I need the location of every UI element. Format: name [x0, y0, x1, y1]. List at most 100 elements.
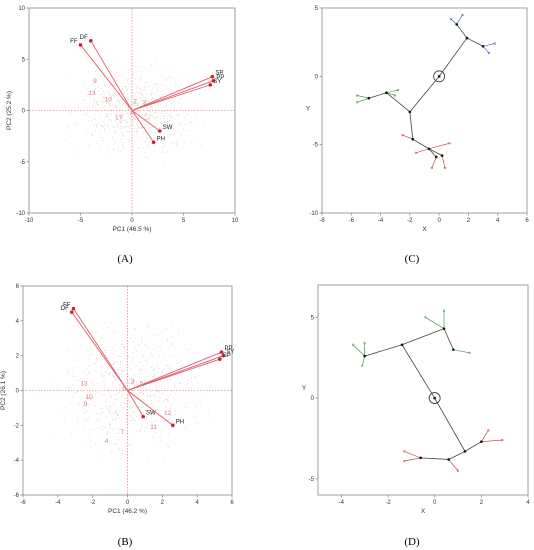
observation-point: [122, 102, 124, 104]
observation-point: [123, 119, 125, 121]
observation-point: [135, 111, 137, 113]
observation-point: [205, 101, 207, 103]
observation-point: [98, 130, 100, 132]
tree-leaf-tip: [355, 101, 359, 104]
observation-point: [159, 441, 161, 442]
observation-point: [92, 363, 94, 364]
observation-point: [173, 397, 174, 398]
observation-point: [98, 113, 100, 114]
tree-leaf-tip: [351, 343, 355, 346]
tree-node: [437, 75, 441, 78]
tree-leaf-edge: [386, 89, 399, 94]
y-axis-label: PC2 (26.1 %): [0, 371, 7, 410]
observation-point: [102, 426, 104, 427]
observation-point: [129, 368, 131, 370]
observation-point: [124, 370, 126, 372]
observation-point: [145, 156, 147, 158]
observation-point: [95, 79, 97, 81]
y-tick-label: 10: [18, 6, 25, 12]
observation-point: [171, 342, 173, 344]
observation-point: [175, 386, 177, 388]
observation-point: [121, 366, 123, 367]
observation-point: [171, 102, 172, 104]
observation-point: [131, 401, 133, 403]
observation-point: [95, 101, 97, 103]
observation-label: 13: [88, 90, 96, 97]
observation-point: [120, 361, 121, 363]
observation-point: [104, 153, 106, 155]
observation-point: [92, 329, 93, 331]
observation-point: [147, 395, 149, 397]
observation-point: [135, 107, 136, 109]
loading-vector-tip: [210, 74, 215, 79]
observation-point: [161, 83, 163, 85]
observation-point: [119, 104, 121, 106]
observation-point: [156, 95, 158, 97]
observation-point: [142, 115, 144, 117]
observation-point: [146, 108, 148, 110]
observation-point: [139, 128, 141, 129]
observation-point: [92, 410, 94, 412]
x-tick-label: -6: [20, 500, 26, 506]
observation-point: [117, 99, 119, 100]
observation-point: [69, 386, 71, 388]
observation-point: [130, 337, 132, 339]
observation-point: [170, 144, 172, 146]
tree-edge: [428, 148, 443, 156]
observation-point: [174, 410, 176, 412]
observation-point: [128, 375, 130, 377]
observation-point: [169, 114, 171, 116]
tree-leaf-edge: [386, 92, 396, 96]
loading-vector: [131, 110, 161, 132]
observation-point: [160, 437, 161, 438]
observation-point: [110, 118, 111, 120]
observation-point: [184, 406, 186, 407]
tree-leaf-tip: [430, 166, 433, 170]
observation-point: [134, 117, 136, 118]
observation-point: [94, 91, 95, 92]
observation-point: [119, 123, 121, 124]
observation-point: [141, 407, 143, 408]
observation-point: [95, 344, 97, 345]
observation-point: [122, 127, 124, 129]
y-tick-label: -4: [14, 458, 20, 464]
observation-point: [163, 116, 165, 118]
observation-point: [116, 408, 117, 410]
observation-point: [162, 455, 164, 457]
observation-point: [155, 84, 157, 85]
loading-vector: [90, 40, 133, 111]
observation-point: [115, 344, 116, 346]
observation-point: [128, 396, 130, 397]
observation-point: [133, 150, 135, 152]
observation-point: [125, 127, 126, 128]
observation-point: [183, 89, 185, 90]
observation-point: [117, 368, 119, 370]
observation-point: [121, 408, 123, 410]
observation-point: [98, 86, 100, 88]
observation-point: [150, 333, 151, 335]
observation-point: [173, 71, 175, 73]
observation-point: [130, 69, 131, 70]
observation-point: [131, 117, 132, 118]
observation-point: [127, 121, 129, 122]
observation-point: [160, 117, 162, 119]
observation-point: [123, 135, 125, 137]
observation-point: [128, 132, 130, 133]
x-tick-label: 6: [525, 218, 529, 224]
observation-point: [127, 126, 128, 128]
observation-point: [78, 402, 80, 404]
observation-point: [72, 384, 74, 386]
observation-point: [94, 405, 96, 407]
observation-point: [129, 414, 131, 416]
y-tick-label: -5: [20, 160, 26, 166]
observation-point: [134, 375, 136, 377]
observation-point: [126, 374, 128, 376]
observation-point: [187, 401, 188, 403]
observation-point: [140, 88, 142, 90]
observation-point: [98, 404, 100, 406]
observation-point: [119, 373, 121, 375]
observation-point: [164, 123, 166, 125]
observation-point: [84, 412, 86, 413]
observation-point: [146, 98, 147, 99]
observation-point: [166, 405, 167, 407]
